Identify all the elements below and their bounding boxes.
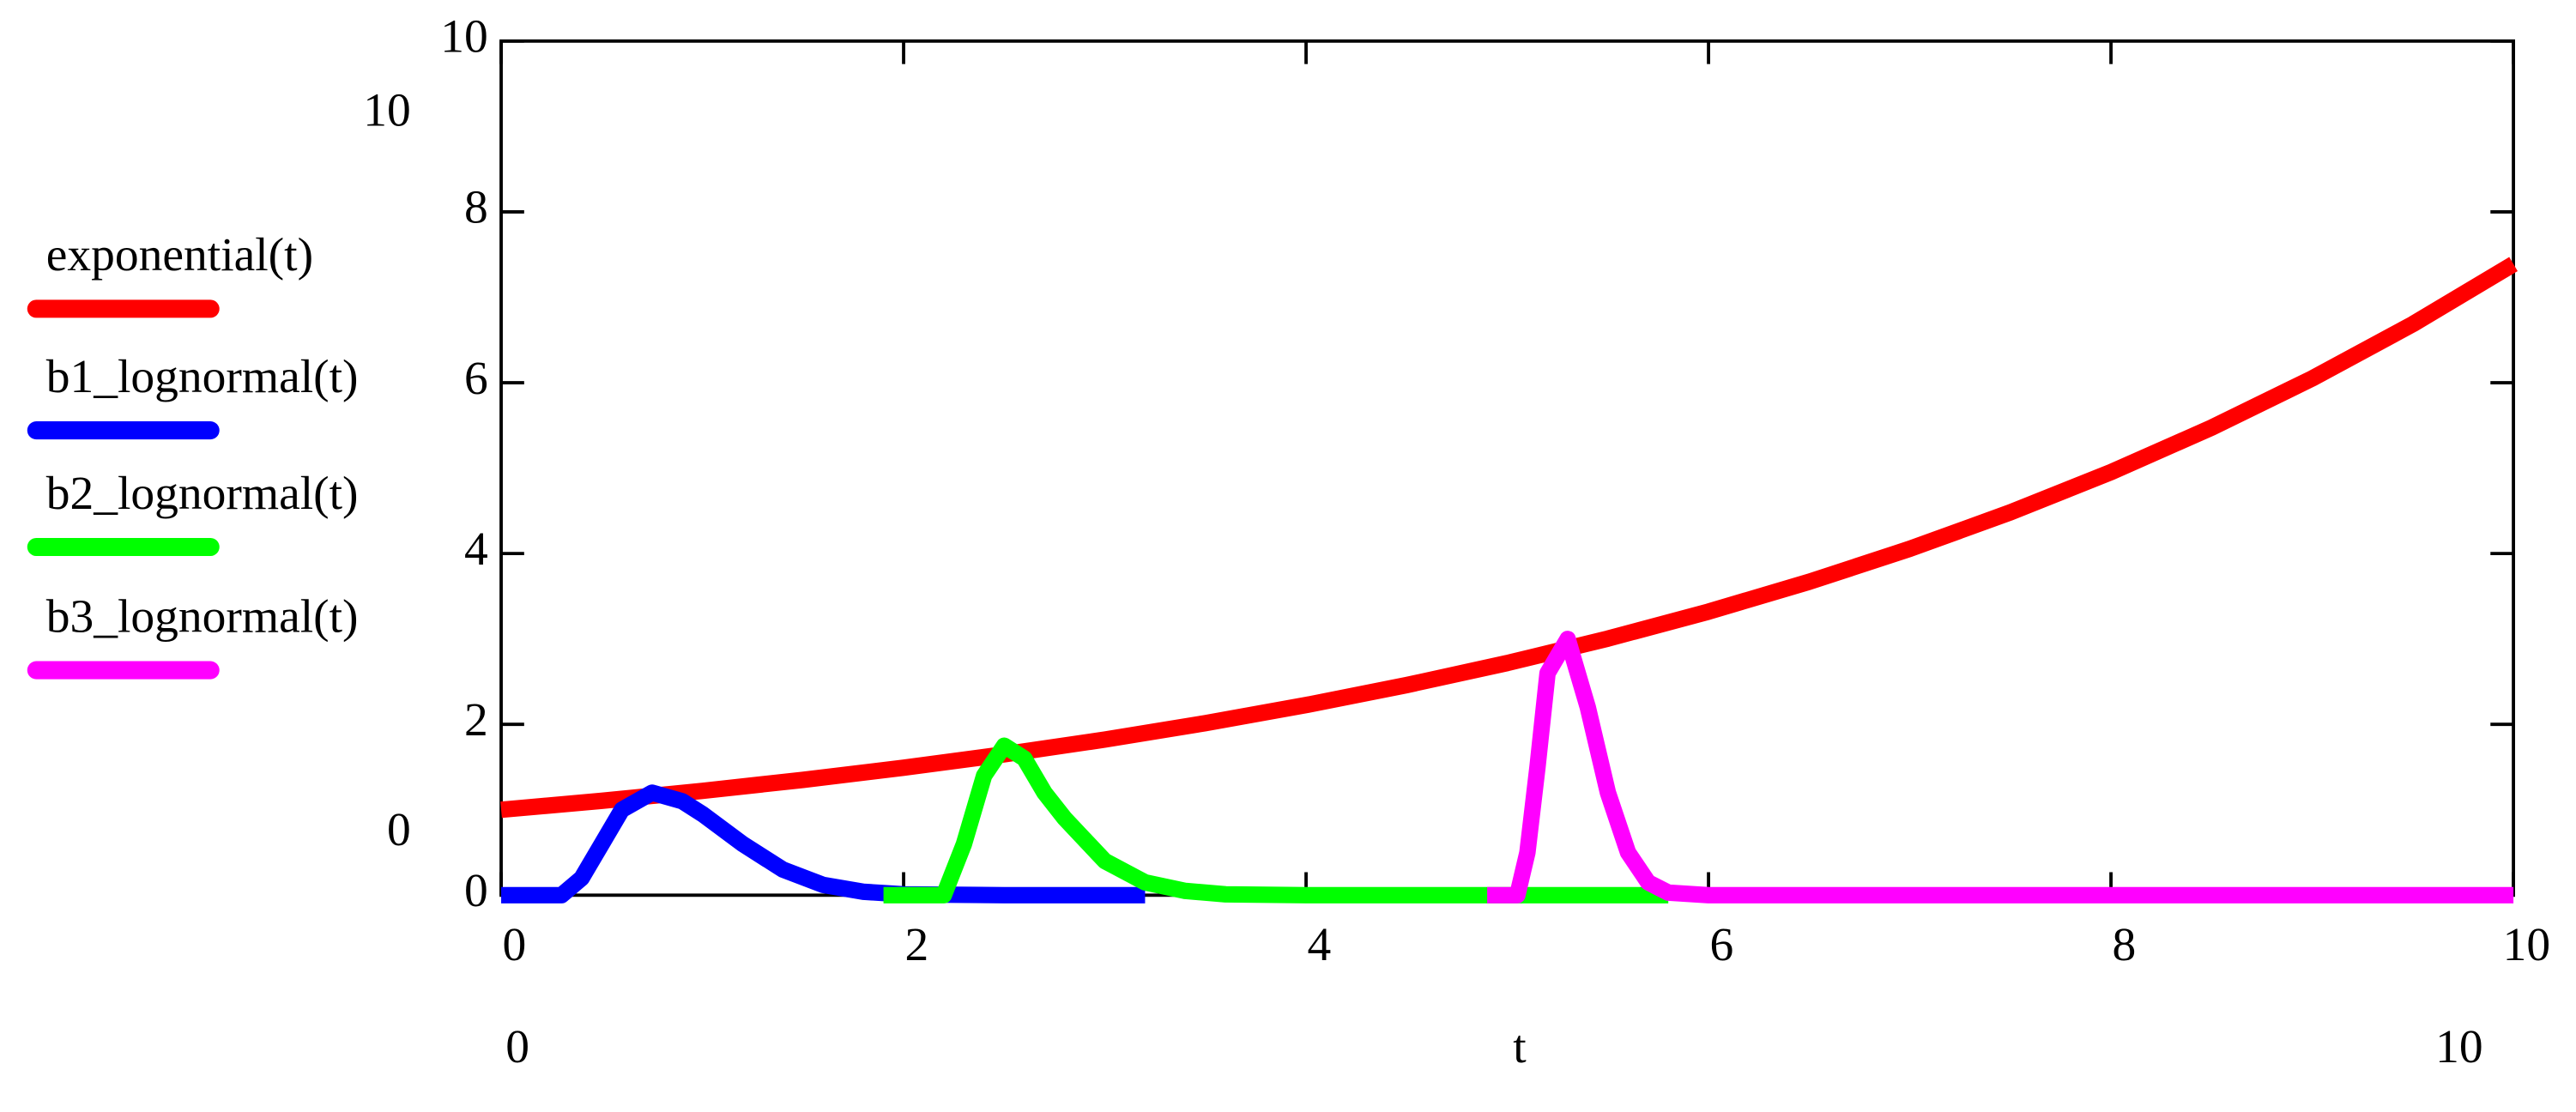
x-tick-label: 4 <box>1307 919 1331 971</box>
x-tick-label: 6 <box>1710 919 1734 971</box>
y-tick-label: 2 <box>464 694 488 746</box>
legend-label: exponential(t) <box>46 229 313 281</box>
x-max-label: 10 <box>2435 1021 2483 1073</box>
y-tick-label: 8 <box>464 182 488 234</box>
plot-frame <box>499 39 2516 897</box>
x-tick-label: 8 <box>2113 919 2137 971</box>
y-tick-label: 4 <box>464 523 488 576</box>
legend-label: b3_lognormal(t) <box>46 590 359 643</box>
x-axis-label: t <box>1513 1021 1527 1073</box>
y-tick-label: 6 <box>464 353 488 405</box>
series-line <box>1487 631 2514 904</box>
x-tick-label: 0 <box>502 919 526 971</box>
legend-label: b1_lognormal(t) <box>46 351 359 403</box>
x-min-label: 0 <box>505 1021 529 1073</box>
series-line <box>500 257 2518 819</box>
x-tick-label: 2 <box>904 919 928 971</box>
y-min-label: 0 <box>387 804 411 856</box>
series-line <box>883 737 1669 904</box>
y-tick-label: 10 <box>440 11 488 63</box>
y-tick-label: 0 <box>464 865 488 917</box>
x-tick-label: 10 <box>2503 919 2551 971</box>
y-max-label: 10 <box>363 85 411 137</box>
legend-label: b2_lognormal(t) <box>46 468 359 520</box>
